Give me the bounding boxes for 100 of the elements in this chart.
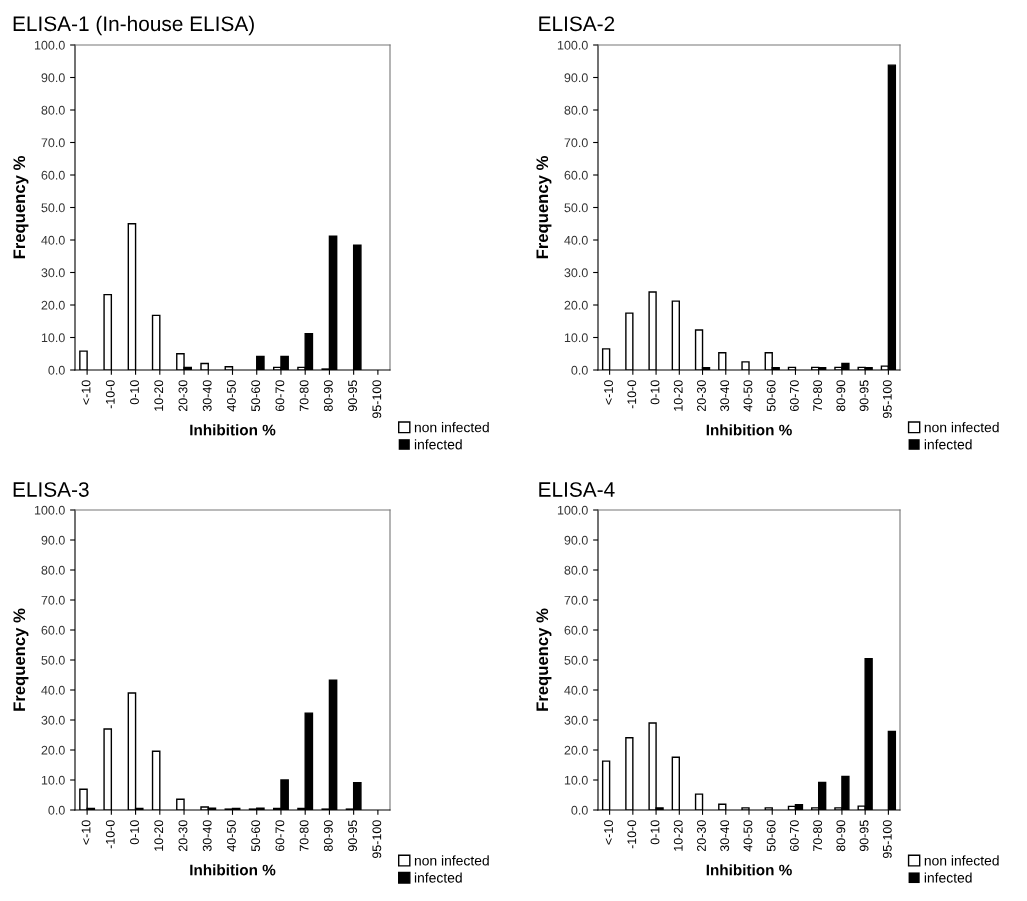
- y-tick-label: 10.0: [41, 333, 65, 343]
- y-tick-label: 30.0: [41, 268, 65, 278]
- y-tick-label: 30.0: [41, 715, 65, 725]
- y-tick-label: 60.0: [564, 625, 588, 635]
- y-tick-label: 70.0: [41, 138, 65, 148]
- legend-label: non infected: [414, 422, 489, 433]
- y-axis-title: Frequency %: [13, 608, 29, 711]
- y-tick-label: 40.0: [564, 235, 588, 245]
- x-tick-label: 40-50: [227, 820, 236, 852]
- y-tick-label: 10.0: [564, 333, 588, 343]
- y-tick-label: 60.0: [41, 625, 65, 635]
- legend-label: infected: [924, 439, 972, 450]
- y-axis-title: Frequency %: [536, 608, 552, 711]
- y-tick-label: 20.0: [41, 745, 65, 755]
- y-tick-label: 50.0: [41, 655, 65, 665]
- x-tick-label: 95-100: [882, 820, 892, 859]
- y-tick-label: 10.0: [41, 775, 65, 785]
- legend-label: non infected: [924, 855, 999, 866]
- x-tick-label: 90-95: [348, 820, 358, 852]
- x-tick-label: 20-30: [178, 380, 188, 412]
- chart-title: ELISA-3: [13, 482, 89, 497]
- x-tick-label: 20-30: [697, 380, 706, 412]
- y-tick-label: 100.0: [557, 40, 588, 50]
- legend-label: infected: [924, 872, 972, 883]
- chart-title: ELISA-1 (In-house ELISA): [13, 15, 254, 36]
- x-tick-label: 30-40: [720, 820, 730, 852]
- y-tick-label: 10.0: [564, 775, 588, 785]
- x-axis-title: Inhibition %: [706, 864, 792, 876]
- y-tick-label: 90.0: [41, 535, 65, 545]
- y-tick-label: 0.0: [48, 365, 65, 375]
- x-tick-label: 70-80: [299, 380, 309, 412]
- x-axis-title: Inhibition %: [190, 864, 276, 876]
- x-tick-label: 10-20: [673, 380, 683, 411]
- x-tick-label: 0-10: [650, 820, 660, 845]
- y-tick-label: 40.0: [564, 685, 588, 695]
- y-tick-label: 60.0: [564, 170, 588, 180]
- x-tick-label: 50-60: [766, 380, 776, 412]
- legend-label: non infected: [924, 422, 999, 433]
- x-tick-label: -10-0: [627, 820, 637, 849]
- y-tick-label: 90.0: [564, 73, 588, 83]
- x-tick-label: 20-30: [697, 820, 706, 852]
- x-tick-label: 60-70: [789, 820, 799, 852]
- y-tick-label: 0.0: [571, 805, 588, 815]
- y-tick-label: 50.0: [564, 203, 588, 213]
- legend-label: infected: [414, 439, 462, 450]
- x-tick-label: 40-50: [743, 820, 753, 852]
- x-axis-title: Inhibition %: [706, 424, 792, 436]
- y-tick-label: 80.0: [564, 565, 588, 575]
- x-tick-label: 40-50: [743, 380, 753, 412]
- x-tick-label: -10-0: [105, 820, 115, 849]
- y-tick-label: 50.0: [564, 655, 588, 665]
- x-tick-label: 70-80: [813, 820, 823, 852]
- y-tick-label: 0.0: [48, 805, 65, 815]
- x-tick-label: 95-100: [372, 380, 382, 419]
- y-tick-label: 40.0: [41, 685, 65, 695]
- x-tick-label: <-10: [604, 820, 613, 845]
- y-tick-label: 90.0: [41, 73, 65, 83]
- x-tick-label: 10-20: [154, 820, 164, 851]
- x-tick-label: 0-10: [130, 380, 139, 405]
- x-tick-label: 70-80: [299, 820, 309, 852]
- y-tick-label: 100.0: [34, 40, 65, 50]
- y-tick-label: 60.0: [41, 170, 65, 180]
- x-tick-label: 60-70: [275, 820, 285, 852]
- x-tick-label: 80-90: [323, 380, 333, 412]
- y-tick-label: 90.0: [564, 535, 588, 545]
- y-tick-label: 70.0: [41, 595, 65, 605]
- x-tick-label: 30-40: [720, 380, 730, 412]
- y-tick-label: 30.0: [564, 268, 588, 278]
- y-axis-title: Frequency %: [13, 156, 29, 259]
- y-tick-label: 30.0: [564, 715, 588, 725]
- x-tick-label: <-10: [81, 380, 91, 405]
- x-tick-label: 95-100: [372, 820, 382, 859]
- x-tick-label: 95-100: [882, 380, 892, 419]
- x-tick-label: 50-60: [251, 820, 261, 852]
- x-tick-label: 80-90: [323, 820, 333, 852]
- x-tick-label: 10-20: [154, 380, 164, 411]
- legend-label: non infected: [414, 855, 489, 866]
- x-tick-label: 0-10: [130, 820, 139, 845]
- x-tick-label: 10-20: [673, 820, 683, 851]
- y-tick-label: 20.0: [564, 745, 588, 755]
- x-tick-label: 0-10: [650, 380, 660, 405]
- x-tick-label: 90-95: [859, 820, 869, 852]
- x-tick-label: 30-40: [202, 820, 212, 852]
- legend-label: infected: [414, 872, 462, 883]
- y-tick-label: 80.0: [41, 105, 65, 115]
- x-tick-label: 60-70: [275, 380, 285, 412]
- y-tick-label: 80.0: [41, 565, 65, 575]
- y-tick-label: 100.0: [34, 505, 65, 515]
- y-tick-label: 100.0: [557, 505, 588, 515]
- x-tick-label: 20-30: [178, 820, 188, 852]
- x-tick-label: 80-90: [836, 380, 846, 412]
- x-tick-label: 80-90: [836, 820, 846, 852]
- y-tick-label: 50.0: [41, 203, 65, 213]
- x-axis-title: Inhibition %: [190, 424, 276, 436]
- x-tick-label: 50-60: [766, 820, 776, 852]
- x-tick-label: 40-50: [227, 380, 236, 412]
- y-tick-label: 20.0: [564, 300, 588, 310]
- chart-title: ELISA-2: [539, 16, 615, 32]
- y-tick-label: 40.0: [41, 235, 65, 245]
- x-tick-label: -10-0: [105, 380, 115, 409]
